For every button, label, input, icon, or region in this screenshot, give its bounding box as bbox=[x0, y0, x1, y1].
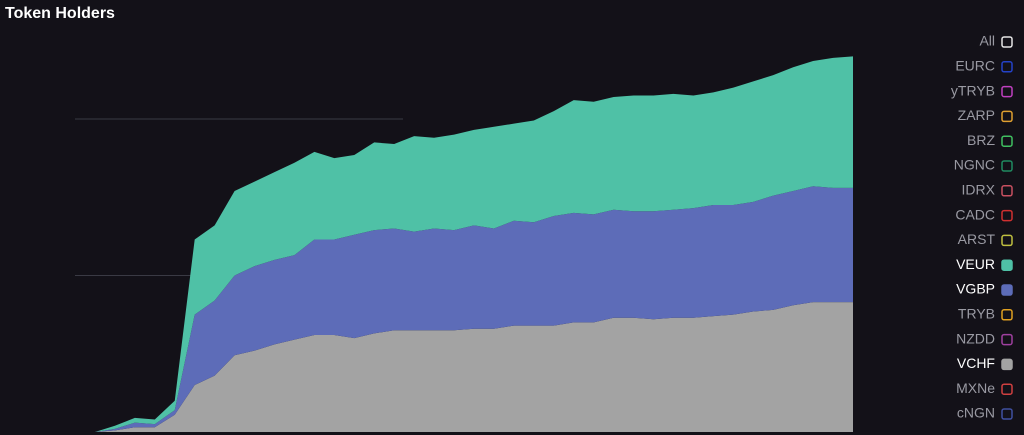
legend-label[interactable]: VGBP bbox=[956, 281, 995, 297]
legend-label[interactable]: MXNe bbox=[956, 380, 995, 396]
legend-swatch[interactable] bbox=[1001, 358, 1013, 371]
chart-title: Token Holders bbox=[5, 5, 115, 22]
area bbox=[75, 302, 853, 432]
legend-swatch[interactable] bbox=[1001, 185, 1013, 197]
legend-swatch[interactable] bbox=[1001, 383, 1013, 395]
legend-swatch[interactable] bbox=[1001, 61, 1013, 73]
legend-label[interactable]: ZARP bbox=[958, 107, 995, 123]
legend-swatch[interactable] bbox=[1001, 234, 1013, 247]
legend-swatch[interactable] bbox=[1001, 160, 1013, 172]
legend-label[interactable]: VEUR bbox=[956, 256, 995, 272]
legend-swatch[interactable] bbox=[1001, 259, 1013, 271]
area bbox=[75, 56, 853, 432]
legend-swatch[interactable] bbox=[1001, 209, 1013, 222]
legend-label[interactable]: EURC bbox=[955, 58, 995, 74]
legend-swatch[interactable] bbox=[1001, 85, 1013, 98]
legend-label[interactable]: TRYB bbox=[958, 306, 995, 322]
legend-label[interactable]: yTRYB bbox=[951, 82, 995, 98]
legend-swatch[interactable] bbox=[1001, 309, 1013, 321]
legend-swatch[interactable] bbox=[1001, 135, 1013, 147]
area bbox=[75, 186, 853, 432]
legend-label[interactable]: NGNC bbox=[954, 157, 995, 173]
legend-label[interactable]: VCHF bbox=[957, 355, 995, 371]
legend-label[interactable]: BRZ bbox=[967, 132, 995, 148]
legend-label[interactable]: ARST bbox=[958, 231, 996, 247]
legend-swatch[interactable] bbox=[1001, 408, 1013, 420]
legend-swatch[interactable] bbox=[1001, 36, 1013, 48]
legend-label[interactable]: cNGN bbox=[957, 405, 995, 421]
legend-label[interactable]: All bbox=[979, 33, 995, 49]
legend-label[interactable]: NZDD bbox=[956, 330, 995, 346]
legend-swatch[interactable] bbox=[1001, 284, 1013, 296]
legend-swatch[interactable] bbox=[1001, 110, 1013, 123]
legend-label[interactable]: IDRX bbox=[962, 182, 996, 198]
legend-label[interactable]: CADC bbox=[955, 206, 995, 222]
legend-swatch[interactable] bbox=[1001, 333, 1013, 346]
